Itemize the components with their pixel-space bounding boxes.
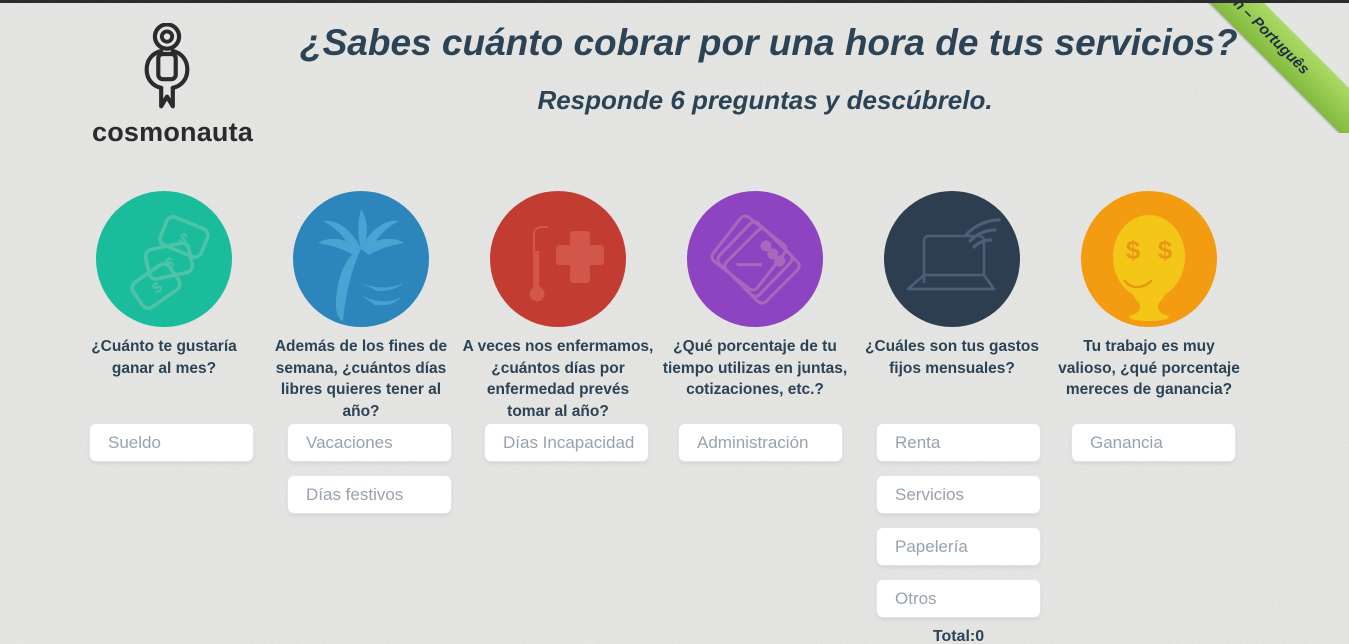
svg-text:$: $ (164, 254, 176, 272)
svg-text:$: $ (149, 278, 166, 297)
svg-text:$: $ (1126, 235, 1141, 265)
svg-text:$: $ (1158, 235, 1173, 265)
